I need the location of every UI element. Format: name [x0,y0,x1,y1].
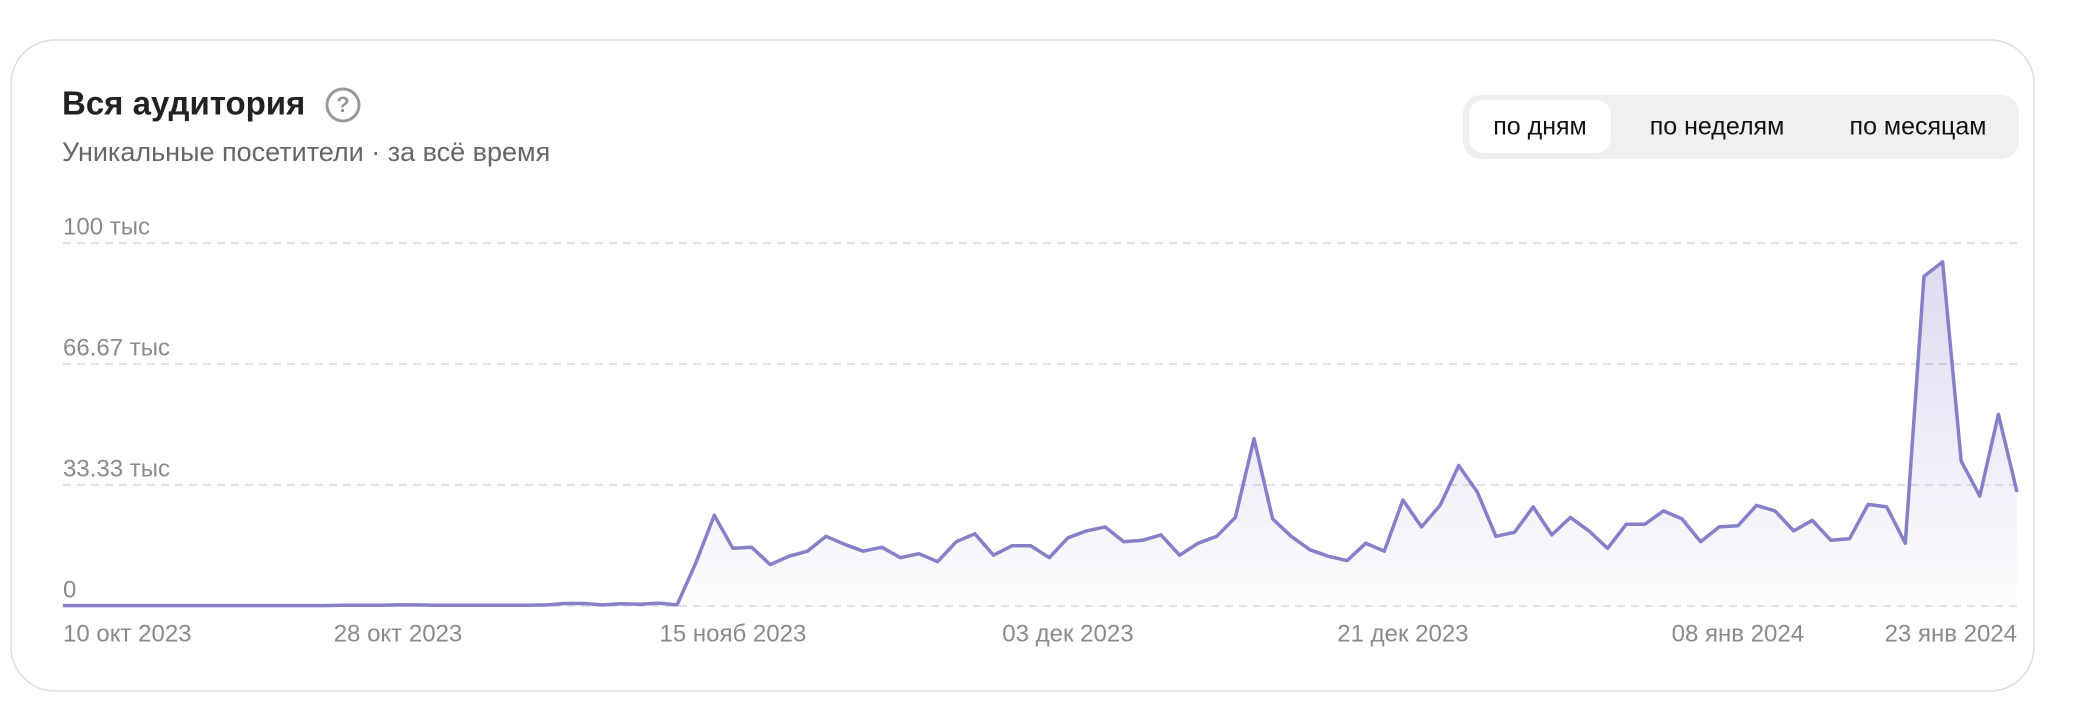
subtitle: Уникальные посетители · за всё время [62,137,550,167]
toggle-option[interactable]: по дням [1493,113,1587,141]
line [63,260,2019,608]
toggle-option[interactable]: по неделям [1650,113,1785,141]
toggle-option[interactable]: по месяцам [1850,113,1987,141]
y-tick-label: 100 тыс [63,213,150,240]
x-tick-label: 08 янв 2024 [1672,620,1804,647]
toggle-selected-bg[interactable] [1469,100,1611,153]
x-tick-label: 21 дек 2023 [1337,620,1468,647]
help-icon-text[interactable]: ? [336,92,349,117]
y-tick-label: 66.67 тыс [63,334,170,361]
title: Вся аудитория [62,85,305,122]
x-tick-label: 10 окт 2023 [63,620,192,647]
x-tick-label: 15 нояб 2023 [660,620,807,647]
help-icon[interactable] [325,87,361,123]
y-tick-label: 33.33 тыс [63,455,170,482]
x-tick-label: 03 дек 2023 [1002,620,1133,647]
area [63,261,2017,606]
x-tick-label: 23 янв 2024 [1885,620,2017,647]
y-tick-label: 0 [63,576,76,603]
x-tick-label: 28 окт 2023 [334,620,463,647]
